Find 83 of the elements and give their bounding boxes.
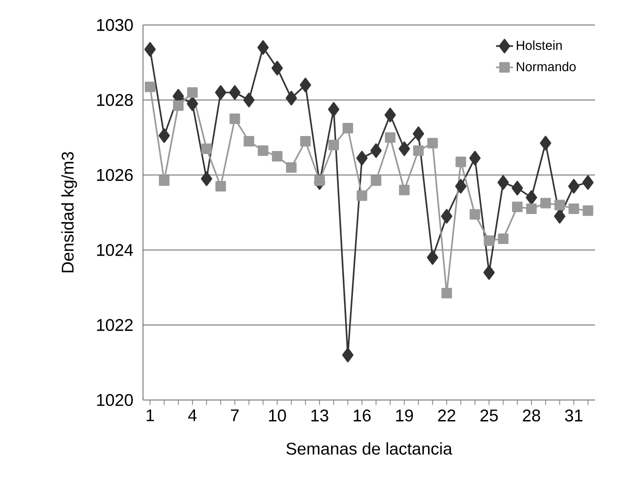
point <box>554 208 566 224</box>
point <box>526 203 537 214</box>
x-tick-label: 22 <box>438 409 456 422</box>
point <box>230 113 240 124</box>
x-tick-label: 4 <box>188 409 197 422</box>
point <box>512 180 523 196</box>
point <box>540 198 551 208</box>
point <box>144 42 156 57</box>
point <box>300 78 312 92</box>
point <box>244 136 254 147</box>
point <box>215 85 226 100</box>
point <box>286 90 297 106</box>
y-tick-label: 1022 <box>97 319 133 331</box>
point <box>272 60 283 76</box>
point <box>314 175 325 186</box>
point <box>399 184 410 196</box>
x-tick-label: 28 <box>522 409 540 422</box>
point <box>328 102 340 117</box>
legend-label: Holstein <box>516 40 562 50</box>
point <box>498 233 508 244</box>
point <box>426 250 438 265</box>
point <box>356 150 368 166</box>
point <box>342 122 354 134</box>
point <box>441 288 452 298</box>
point <box>540 136 552 150</box>
point <box>412 126 424 142</box>
point <box>215 180 226 192</box>
point <box>300 136 311 147</box>
point <box>144 82 156 92</box>
y-tick-label: 1020 <box>97 394 133 406</box>
point <box>187 87 198 98</box>
point <box>483 265 495 280</box>
point <box>455 178 466 194</box>
point <box>258 145 268 156</box>
y-axis-title: Densidad kg/m3 <box>61 152 78 272</box>
point <box>257 40 269 55</box>
point <box>582 175 594 190</box>
point <box>370 143 382 158</box>
point <box>370 175 382 186</box>
point <box>173 100 184 111</box>
point <box>384 108 396 122</box>
x-axis-title: Semanas de lactancia <box>286 442 452 455</box>
point <box>413 145 424 156</box>
point <box>526 190 538 205</box>
point <box>158 175 170 186</box>
point <box>568 203 580 214</box>
point <box>568 178 580 194</box>
point <box>328 140 339 150</box>
x-tick-label: 31 <box>565 409 582 422</box>
point <box>427 138 438 148</box>
point <box>484 235 494 246</box>
x-tick-label: 16 <box>354 409 371 422</box>
point <box>243 92 255 108</box>
x-tick-label: 7 <box>230 409 239 422</box>
point <box>286 162 297 173</box>
point <box>554 200 565 210</box>
y-tick-label: 1024 <box>97 244 133 256</box>
point <box>384 132 396 143</box>
point <box>342 348 354 362</box>
x-tick-label: 25 <box>480 409 498 422</box>
y-tick-label: 1028 <box>97 94 133 106</box>
point <box>398 141 410 156</box>
point <box>441 208 452 224</box>
point <box>200 171 212 186</box>
point <box>469 150 481 166</box>
point <box>201 143 212 154</box>
point <box>470 209 480 220</box>
x-tick-label: 19 <box>396 409 413 422</box>
x-tick-label: 13 <box>311 409 328 422</box>
legend-label: Normando <box>516 62 576 72</box>
point <box>512 202 523 212</box>
point <box>158 128 170 143</box>
point <box>498 175 509 190</box>
y-tick-label: 1026 <box>97 169 133 181</box>
point <box>272 150 282 162</box>
point <box>356 190 368 201</box>
point <box>229 85 240 100</box>
point <box>456 156 466 168</box>
point <box>186 96 198 112</box>
x-tick-label: 10 <box>269 409 286 422</box>
x-tick-label: 1 <box>146 409 154 422</box>
point <box>582 205 594 216</box>
y-tick-label: 1030 <box>97 18 133 31</box>
